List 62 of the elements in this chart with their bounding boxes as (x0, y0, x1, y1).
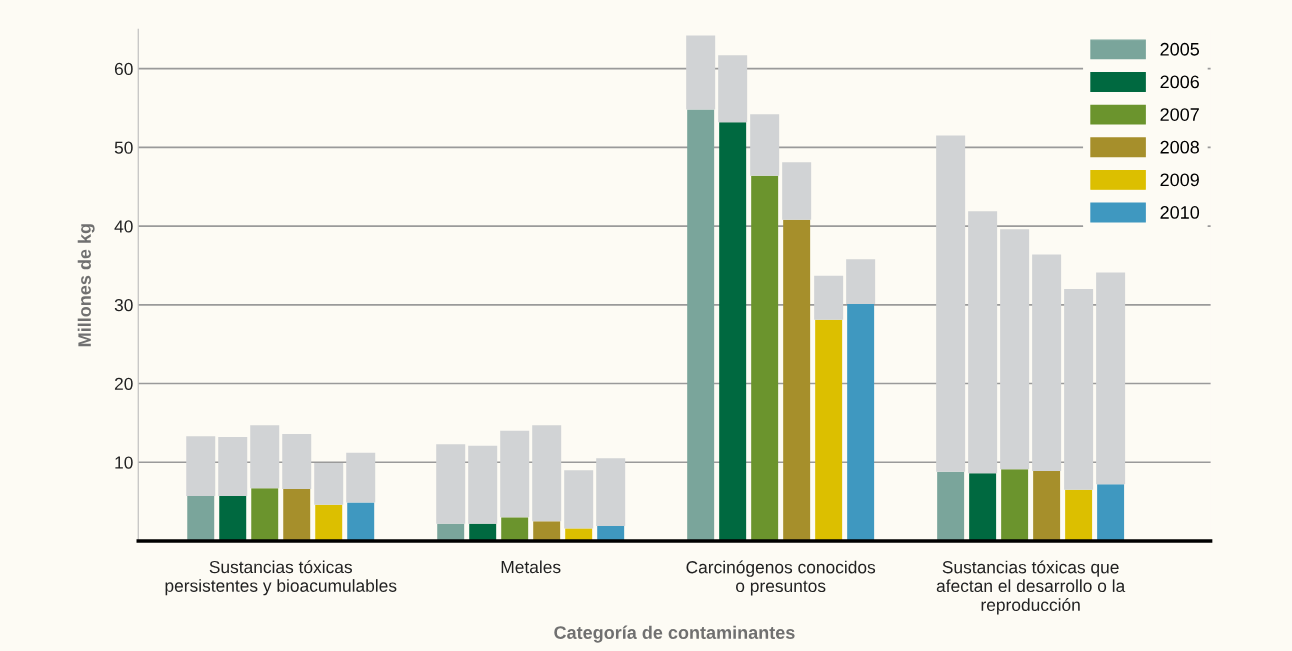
bar (937, 471, 965, 541)
bar (1001, 469, 1029, 541)
bar (814, 275, 844, 320)
bar (596, 458, 626, 527)
legend-label: 2008 (1160, 140, 1199, 154)
x-tick-label: Carcinógenos conocidos o presuntos (686, 560, 876, 596)
y-tick-label: 60 (114, 62, 133, 76)
bar (718, 55, 748, 123)
x-axis-title: Categoría de contaminantes (554, 625, 795, 643)
y-tick-label: 50 (114, 141, 133, 154)
bar (500, 430, 530, 518)
bar (314, 463, 344, 505)
legend-label: 2010 (1160, 206, 1200, 219)
bar (218, 437, 248, 497)
bar (1064, 289, 1094, 490)
bar (1096, 272, 1126, 485)
y-tick-label: 40 (114, 220, 133, 233)
bar (687, 109, 715, 541)
legend-label: 2007 (1160, 108, 1199, 121)
bar (783, 219, 811, 541)
x-tick-label: Sustancias tóxicas que afectan el desarrollo o la reproducción (936, 560, 1126, 615)
bar (969, 473, 997, 541)
bar (533, 521, 561, 541)
bar (936, 135, 966, 472)
bar (251, 488, 279, 541)
bar (846, 259, 876, 305)
bar (283, 489, 311, 541)
bar (564, 470, 594, 529)
bar (1097, 484, 1125, 541)
bar (686, 35, 716, 110)
bar (346, 452, 376, 503)
legend-label: 2005 (1160, 42, 1200, 56)
y-tick-label: 10 (115, 456, 133, 469)
x-tick-label: Metales (501, 560, 561, 574)
bar (1033, 470, 1061, 541)
bar (815, 319, 843, 541)
bar (532, 425, 562, 522)
bar (250, 425, 280, 489)
bar (751, 175, 779, 541)
bar (1065, 489, 1093, 541)
bar (968, 211, 998, 474)
bar (501, 517, 529, 541)
bar (315, 504, 343, 541)
y-tick-label: 30 (114, 298, 133, 312)
y-tick-label: 20 (114, 377, 133, 390)
bar (347, 502, 375, 541)
x-tick-label: Sustancias tóxicas persistentes y bioacumulables (165, 560, 397, 596)
bar (847, 304, 875, 541)
bar (782, 162, 812, 220)
bar (1000, 229, 1030, 470)
bar (219, 496, 247, 541)
bar (750, 114, 780, 176)
y-axis-title: Millones de kg (77, 224, 95, 347)
bar (282, 433, 312, 490)
bar (1032, 254, 1062, 471)
legend-label: 2006 (1160, 75, 1199, 89)
bar (187, 496, 215, 541)
bar (468, 445, 498, 524)
legend-label: 2009 (1160, 173, 1199, 187)
bar (436, 444, 466, 524)
bar (186, 436, 216, 497)
bar (719, 122, 747, 541)
